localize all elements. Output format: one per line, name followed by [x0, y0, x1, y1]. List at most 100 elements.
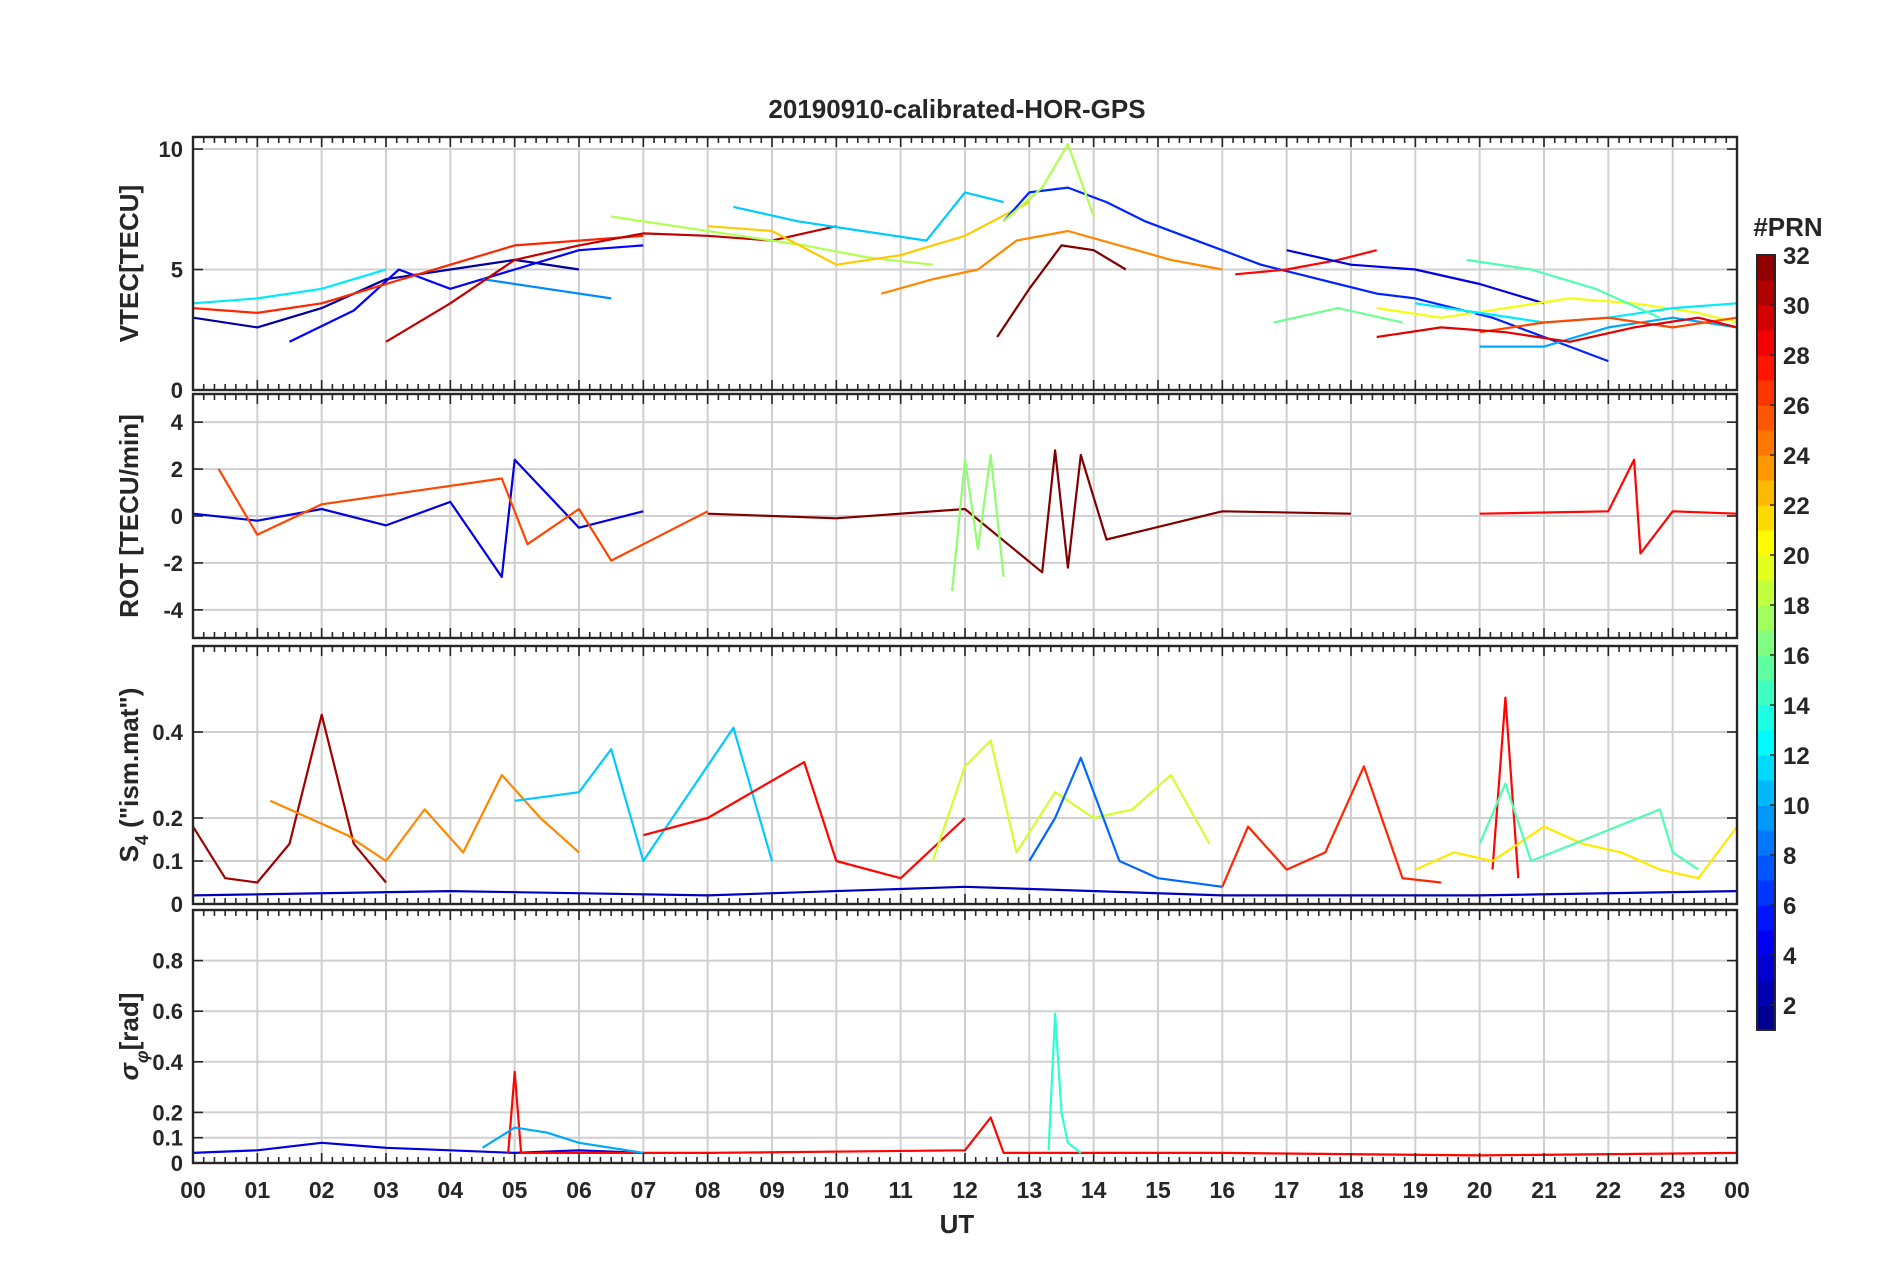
colorbar-segment [1757, 480, 1775, 506]
y-tick-label: 5 [171, 258, 183, 283]
colorbar-tick-label: 8 [1783, 843, 1796, 870]
series-prn-8 [1028, 756, 1223, 888]
colorbar-segment [1757, 630, 1775, 656]
figure-title: 20190910-calibrated-HOR-GPS [768, 94, 1145, 124]
y-tick-label: 0.1 [152, 1126, 183, 1151]
colorbar-segment [1757, 455, 1775, 481]
colorbar-segment [1757, 405, 1775, 431]
panel-frame [191, 908, 1739, 1165]
y-tick-label: -4 [163, 598, 183, 623]
panel-frame [191, 392, 1739, 640]
colorbar-segment [1757, 555, 1775, 581]
colorbar-segment [1757, 430, 1775, 456]
colorbar-segment [1757, 530, 1775, 556]
y-tick-label: 0 [171, 1151, 183, 1176]
colorbar-tick-label: 22 [1783, 493, 1810, 520]
colorbar-segment [1757, 855, 1775, 881]
series-prn-26 [217, 468, 709, 562]
y-tick-label: -2 [163, 551, 183, 576]
colorbar-segment [1757, 705, 1775, 731]
x-tick-label: 15 [1145, 1177, 1171, 1203]
panel-s4: 0 0.1 0.2 0.4S4 ("ism.mat") [114, 644, 1739, 917]
series-prn-4 [1286, 249, 1545, 305]
colorbar-tick-label: 24 [1783, 443, 1810, 470]
x-tick-label: 19 [1403, 1177, 1429, 1203]
x-tick-label: 16 [1210, 1177, 1236, 1203]
series-prn-24 [881, 229, 1223, 295]
x-tick-label: 08 [695, 1177, 721, 1203]
colorbar-segment [1757, 280, 1775, 306]
y-tick-label: 2 [171, 457, 183, 482]
y-tick-label: 0.4 [152, 1050, 183, 1075]
colorbar-segment [1757, 880, 1775, 906]
series-prn-21 [1414, 825, 1737, 880]
x-tick-label: 22 [1596, 1177, 1622, 1203]
colorbar-segment [1757, 255, 1775, 281]
series-prn-10 [1479, 316, 1737, 348]
series-prn-9 [482, 278, 612, 300]
series-prn-28 [643, 760, 966, 880]
colorbar-segment [1757, 605, 1775, 631]
y-tick-label: 0 [171, 892, 183, 917]
series-prn-11 [514, 726, 774, 863]
colorbar-frame [1756, 254, 1776, 1031]
series-prn-15 [1466, 258, 1661, 319]
series-prn-24 [269, 773, 580, 863]
y-tick-label: 10 [159, 137, 183, 162]
colorbar-tick-label: 26 [1783, 393, 1810, 420]
x-tick-label: 00 [1724, 1177, 1750, 1203]
x-tick-label: 04 [438, 1177, 464, 1203]
colorbar-label: #PRN [1753, 212, 1822, 242]
colorbar-segment [1757, 355, 1775, 381]
y-tick-label: 4 [171, 410, 184, 435]
series-prn-32 [996, 244, 1127, 338]
colorbar-tick-label: 18 [1783, 593, 1810, 620]
y-axis-label: S4 ("ism.mat") [114, 688, 152, 863]
series-prn-28 [1479, 458, 1737, 555]
x-tick-label: 14 [1081, 1177, 1107, 1203]
colorbar-segment [1757, 780, 1775, 806]
colorbar-segment [1757, 330, 1775, 356]
x-tick-label: 02 [309, 1177, 335, 1203]
x-axis-label: UT [940, 1209, 975, 1239]
y-tick-label: 0.6 [152, 999, 183, 1024]
x-tick-label: 00 [180, 1177, 206, 1203]
colorbar-segment [1757, 505, 1775, 531]
series-group [193, 143, 1737, 363]
x-tick-label: 01 [245, 1177, 271, 1203]
series-prn-26 [1479, 316, 1737, 334]
series-prn-6 [1002, 186, 1609, 363]
series-prn-29 [1376, 316, 1737, 343]
colorbar-tick-label: 16 [1783, 643, 1810, 670]
y-tick-label: 0.2 [152, 806, 183, 831]
x-tick-label: 23 [1660, 1177, 1686, 1203]
colorbar-segment [1757, 805, 1775, 831]
colorbar-tick-label: 12 [1783, 743, 1810, 770]
series-prn-5 [289, 244, 644, 343]
series-prn-15 [1478, 782, 1700, 871]
x-tick-label: 21 [1531, 1177, 1557, 1203]
series-prn-22 [707, 201, 1030, 266]
series-prn-4 [193, 458, 644, 579]
y-tick-label: 0.1 [152, 849, 183, 874]
colorbar-segment [1757, 380, 1775, 406]
y-axis-label: σφ[rad] [114, 993, 152, 1081]
x-tick-label: 05 [502, 1177, 528, 1203]
series-prn-31 [193, 713, 387, 884]
colorbar-tick-label: 30 [1783, 293, 1810, 320]
series-prn-20 [1376, 297, 1737, 324]
panel-rot: -4 -2 0 2 4 ROT [TECU/min] [114, 392, 1739, 640]
colorbar-segment [1757, 305, 1775, 331]
x-tick-label: 18 [1338, 1177, 1364, 1203]
series-prn-27 [193, 234, 644, 314]
colorbar-tick-label: 28 [1783, 343, 1810, 370]
colorbar-segment [1757, 905, 1775, 931]
series-prn-4 [193, 1141, 644, 1155]
x-tick-label: 17 [1274, 1177, 1300, 1203]
colorbar-segment [1757, 580, 1775, 606]
colorbar-segment [1757, 680, 1775, 706]
series-prn-18 [1002, 143, 1095, 223]
series-prn-27 [1221, 765, 1442, 888]
series-prn-10 [481, 1126, 644, 1154]
